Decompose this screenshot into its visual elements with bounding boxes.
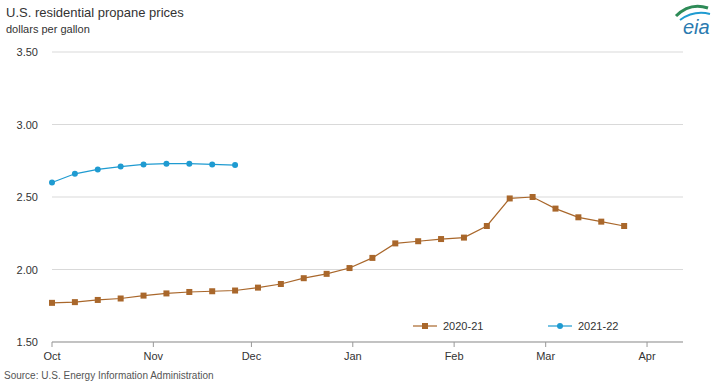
x-tick-label: Mar — [536, 350, 555, 362]
series-line — [52, 197, 624, 303]
point — [186, 161, 192, 167]
point — [415, 238, 421, 244]
point — [186, 289, 192, 295]
y-tick-label: 1.50 — [17, 336, 38, 348]
point — [232, 162, 238, 168]
legend: 2020-21 2021-22 — [413, 320, 618, 332]
logo-text: eia — [683, 16, 710, 38]
x-axis-line — [52, 342, 683, 343]
point — [255, 285, 261, 291]
subtitle: dollars per gallon — [6, 23, 90, 35]
title: U.S. residential propane prices — [6, 5, 184, 20]
source: Source: U.S. Energy Information Administ… — [4, 370, 214, 381]
point — [209, 288, 215, 294]
y-tick-label: 2.00 — [17, 264, 38, 276]
grid-line — [52, 124, 683, 125]
point — [118, 296, 124, 302]
x-tick-label: Apr — [638, 350, 655, 362]
point — [598, 219, 604, 225]
x-tick-label: Dec — [242, 350, 262, 362]
point — [461, 235, 467, 241]
point — [301, 275, 307, 281]
point — [347, 265, 353, 271]
point — [163, 161, 169, 167]
x-tick — [52, 342, 53, 347]
point — [575, 214, 581, 220]
point — [530, 194, 536, 200]
x-tick — [454, 342, 455, 347]
point — [163, 290, 169, 296]
logo: eia — [676, 6, 710, 38]
point — [72, 299, 78, 305]
grid-line — [52, 269, 683, 270]
grid-line — [52, 342, 683, 343]
point — [552, 206, 558, 212]
point — [232, 288, 238, 294]
y-tick-label: 2.50 — [17, 191, 38, 203]
y-tick-label: 3.00 — [17, 119, 38, 131]
legend-label: 2021-22 — [578, 320, 618, 332]
point — [621, 223, 627, 229]
point — [507, 195, 513, 201]
point — [484, 223, 490, 229]
legend-marker — [422, 323, 428, 329]
point — [141, 161, 147, 167]
point — [95, 297, 101, 303]
point — [278, 281, 284, 287]
y-axis: 1.50 2.00 2.50 3.00 3.50 — [17, 46, 683, 348]
x-axis: Oct Nov Dec Jan Feb Mar Apr — [43, 342, 683, 362]
chart: U.S. residential propane prices dollars p… — [0, 0, 719, 384]
point — [369, 255, 375, 261]
x-tick — [545, 342, 546, 347]
grid-line — [52, 52, 683, 53]
point — [49, 300, 55, 306]
grid-line — [52, 197, 683, 198]
series — [49, 194, 627, 306]
x-tick — [352, 342, 353, 347]
x-tick — [153, 342, 154, 347]
point — [141, 293, 147, 299]
y-tick-label: 3.50 — [17, 46, 38, 58]
x-tick — [251, 342, 252, 347]
legend-marker — [557, 323, 563, 329]
x-tick-label: Oct — [43, 350, 60, 362]
point — [438, 236, 444, 242]
point — [95, 166, 101, 172]
point — [49, 180, 55, 186]
point — [118, 164, 124, 170]
legend-label: 2020-21 — [443, 320, 483, 332]
point — [209, 161, 215, 167]
x-tick — [647, 342, 648, 347]
plot-area — [49, 161, 627, 306]
point — [324, 271, 330, 277]
x-tick-label: Nov — [144, 350, 164, 362]
point — [392, 240, 398, 246]
series — [49, 161, 238, 186]
point — [72, 171, 78, 177]
x-tick-label: Feb — [445, 350, 464, 362]
x-tick-label: Jan — [344, 350, 362, 362]
